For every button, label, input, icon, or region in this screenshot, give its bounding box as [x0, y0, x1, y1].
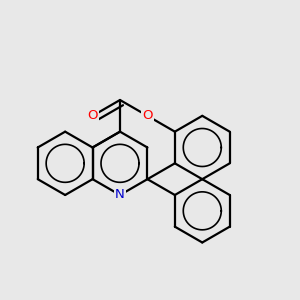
Text: N: N — [115, 188, 125, 202]
Text: O: O — [87, 109, 98, 122]
Text: O: O — [142, 109, 153, 122]
